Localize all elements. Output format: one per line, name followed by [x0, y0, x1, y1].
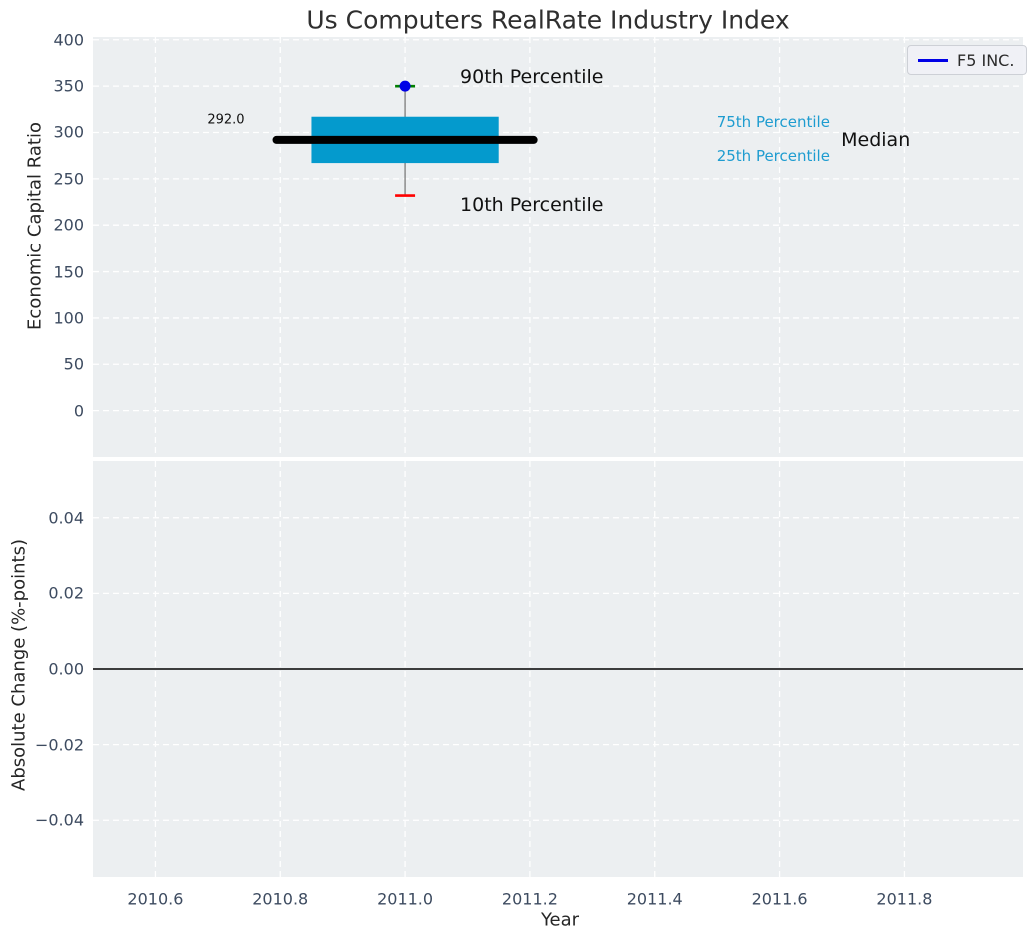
- label-median: Median: [841, 128, 911, 151]
- x-tick-label: 2011.6: [751, 889, 808, 909]
- y-tick-label: 0: [73, 401, 84, 421]
- y-axis-label-top: Economic Capital Ratio: [24, 122, 46, 330]
- x-tick-label: 2011.4: [626, 889, 683, 909]
- label-10th-percentile: 10th Percentile: [460, 193, 604, 216]
- y-tick-label: 150: [53, 262, 84, 282]
- chart-title: Us Computers RealRate Industry Index: [306, 5, 790, 35]
- x-tick-label: 2011.8: [876, 889, 933, 909]
- legend-box: F5 INC.: [907, 45, 1028, 75]
- y-tick-label: 0.02: [48, 583, 84, 603]
- legend-line-sample: [918, 58, 948, 62]
- y-axis-label-bottom: Absolute Change (%-points): [8, 539, 30, 791]
- x-tick-label: 2010.6: [127, 889, 184, 909]
- x-tick-label: 2011.0: [377, 889, 434, 909]
- y-tick-label: 250: [53, 169, 84, 189]
- y-tick-label: 0.04: [48, 508, 84, 528]
- y-tick-label: 200: [53, 215, 84, 235]
- top-axes-economic-capital-ratio: [93, 37, 1023, 457]
- x-tick-label: 2011.2: [501, 889, 558, 909]
- median-value-label: 292.0: [207, 112, 245, 128]
- y-tick-label: 100: [53, 308, 84, 328]
- y-tick-label: −0.02: [34, 735, 84, 755]
- boxplot-canvas: [93, 37, 1023, 457]
- change-canvas: [93, 461, 1023, 877]
- 90th-percentile-dot: [399, 80, 411, 92]
- legend-label: F5 INC.: [957, 50, 1015, 70]
- y-tick-label: −0.04: [34, 810, 84, 830]
- x-axis-label: Year: [540, 909, 580, 931]
- y-tick-label: 50: [63, 354, 84, 374]
- y-tick-label: 350: [53, 76, 84, 96]
- label-25th-percentile: 25th Percentile: [716, 146, 830, 165]
- y-tick-label: 300: [53, 122, 84, 142]
- x-tick-label: 2010.8: [252, 889, 309, 909]
- label-75th-percentile: 75th Percentile: [716, 113, 830, 132]
- label-90th-percentile: 90th Percentile: [460, 65, 604, 88]
- y-tick-label: 400: [53, 30, 84, 50]
- bottom-axes-absolute-change: [93, 461, 1023, 877]
- y-tick-label: 0.00: [48, 659, 84, 679]
